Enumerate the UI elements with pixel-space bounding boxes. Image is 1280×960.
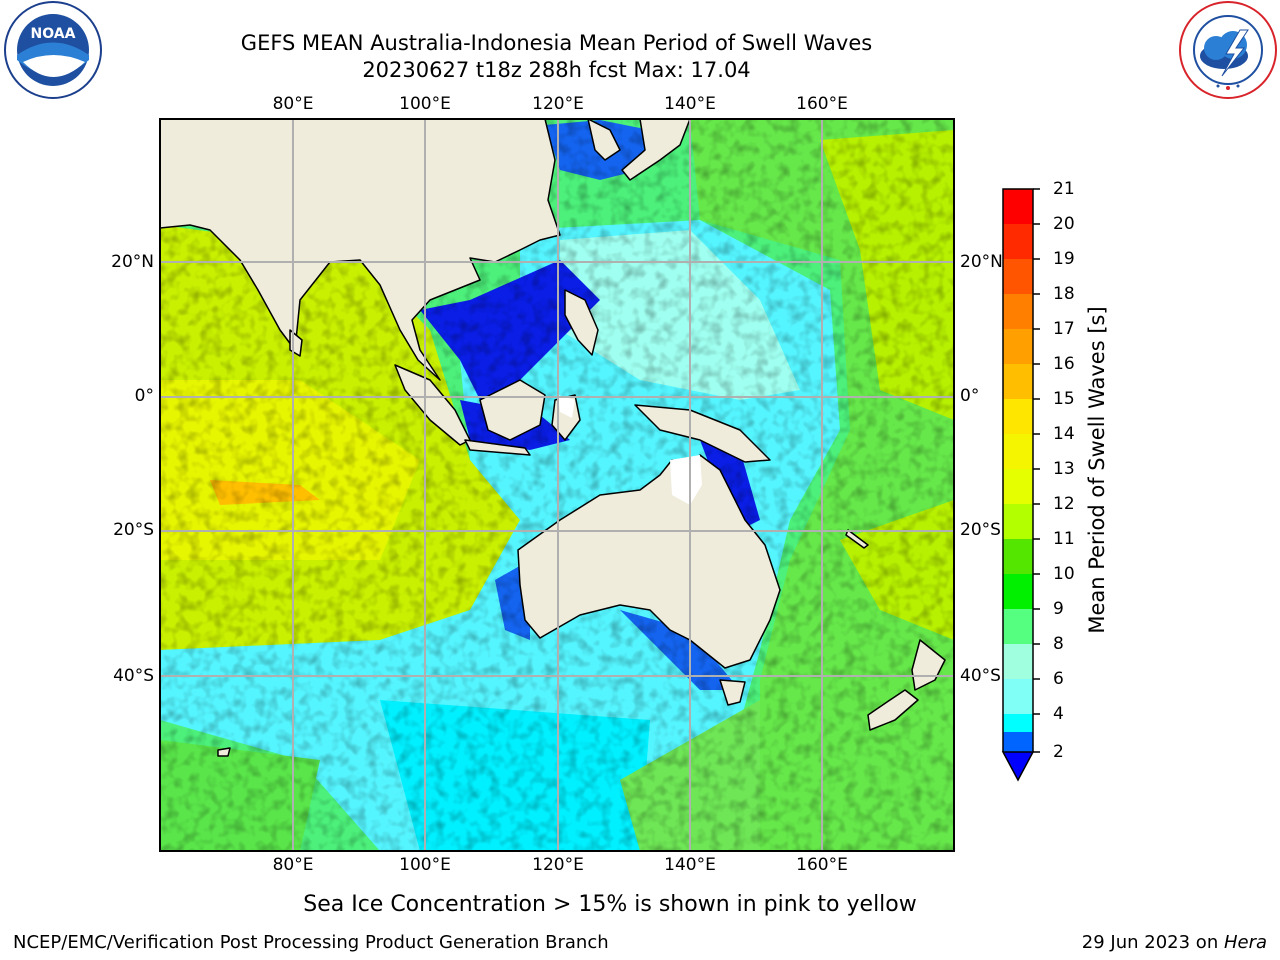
sea-ice-note: Sea Ice Concentration > 15% is shown in … xyxy=(0,892,1280,918)
colorbar-tick-10: 10 xyxy=(1053,564,1075,584)
lat-tick-right-40s: 40°S xyxy=(960,666,1001,686)
lat-tick-left-20n: 20°N xyxy=(111,252,154,272)
colorbar-tick-16: 16 xyxy=(1053,354,1075,374)
map-frame xyxy=(159,118,955,852)
lon-tick-top-140e: 140°E xyxy=(664,94,716,114)
lon-tick-bottom-100e: 100°E xyxy=(399,855,451,875)
lon-tick-top-120e: 120°E xyxy=(532,94,584,114)
java-land xyxy=(464,439,531,456)
australia-land xyxy=(517,454,781,669)
colorbar-tick-15: 15 xyxy=(1053,389,1075,409)
colorbar-title: Mean Period of Swell Waves [s] xyxy=(1085,306,1109,634)
noaa-logo-text: NOAA xyxy=(31,26,76,42)
lon-tick-top-160e: 160°E xyxy=(796,94,848,114)
kerguelen-land xyxy=(217,747,231,757)
lat-tick-right-20s: 20°S xyxy=(960,520,1001,540)
new-guinea-land xyxy=(634,404,771,463)
colorbar-tick-11: 11 xyxy=(1053,529,1075,549)
colorbar-tick-14: 14 xyxy=(1053,424,1075,444)
philippines-land xyxy=(564,289,599,356)
borneo-land xyxy=(479,379,546,441)
colorbar-tick-13: 13 xyxy=(1053,459,1075,479)
new-caledonia-land xyxy=(845,529,869,549)
colorbar-tick-18: 18 xyxy=(1053,284,1075,304)
new-zealand-north-land xyxy=(911,639,946,691)
sumatra-land xyxy=(394,364,471,446)
new-zealand-south-land xyxy=(867,689,919,731)
colorbar-tick-19: 19 xyxy=(1053,249,1075,269)
tasmania-land xyxy=(719,679,746,706)
machine-name: Hera xyxy=(1223,932,1267,953)
colorbar xyxy=(1001,188,1040,782)
asia-land xyxy=(160,119,561,381)
sea-ice-note-text: Sea Ice Concentration > 15% is shown in … xyxy=(303,892,917,917)
colorbar-tick-21: 21 xyxy=(1053,179,1075,199)
colorbar-tick-8: 8 xyxy=(1053,634,1064,654)
run-date-text: 29 Jun 2023 on xyxy=(1081,932,1224,953)
colorbar-tick-6: 6 xyxy=(1053,669,1064,689)
branch-credit: NCEP/EMC/Verification Post Processing Pr… xyxy=(13,932,609,953)
page-subtitle: 20230627 t18z 288h fcst Max: 17.04 xyxy=(362,58,751,82)
colorbar-tick-9: 9 xyxy=(1053,599,1064,619)
land-masses xyxy=(160,119,946,757)
graticule xyxy=(160,119,954,851)
page-title: GEFS MEAN Australia-Indonesia Mean Perio… xyxy=(240,31,873,55)
lon-tick-bottom-80e: 80°E xyxy=(272,855,314,875)
nws-logo-icon xyxy=(1179,1,1277,99)
colorbar-tick-17: 17 xyxy=(1053,319,1075,339)
lat-tick-right-0: 0° xyxy=(960,386,980,406)
lat-tick-right-20n: 20°N xyxy=(960,252,1003,272)
noaa-logo-icon: NOAA xyxy=(4,1,102,99)
colorbar-tick-4: 4 xyxy=(1053,704,1064,724)
missing-data-patch xyxy=(670,455,702,505)
korea-land xyxy=(587,119,621,161)
lat-tick-left-0: 0° xyxy=(134,386,154,406)
missing-data-patch-2 xyxy=(558,395,575,418)
lat-tick-left-20s: 20°S xyxy=(113,520,154,540)
lon-tick-top-80e: 80°E xyxy=(272,94,314,114)
lon-tick-bottom-160e: 160°E xyxy=(796,855,848,875)
colorbar-tick-12: 12 xyxy=(1053,494,1075,514)
colorbar-tick-2: 2 xyxy=(1053,742,1064,762)
lat-tick-left-40s: 40°S xyxy=(113,666,154,686)
japan-land xyxy=(621,119,691,181)
lon-tick-bottom-140e: 140°E xyxy=(664,855,716,875)
lon-tick-bottom-120e: 120°E xyxy=(532,855,584,875)
run-date: 29 Jun 2023 on Hera xyxy=(1082,932,1267,954)
colorbar-tick-20: 20 xyxy=(1053,214,1075,234)
lon-tick-top-100e: 100°E xyxy=(399,94,451,114)
